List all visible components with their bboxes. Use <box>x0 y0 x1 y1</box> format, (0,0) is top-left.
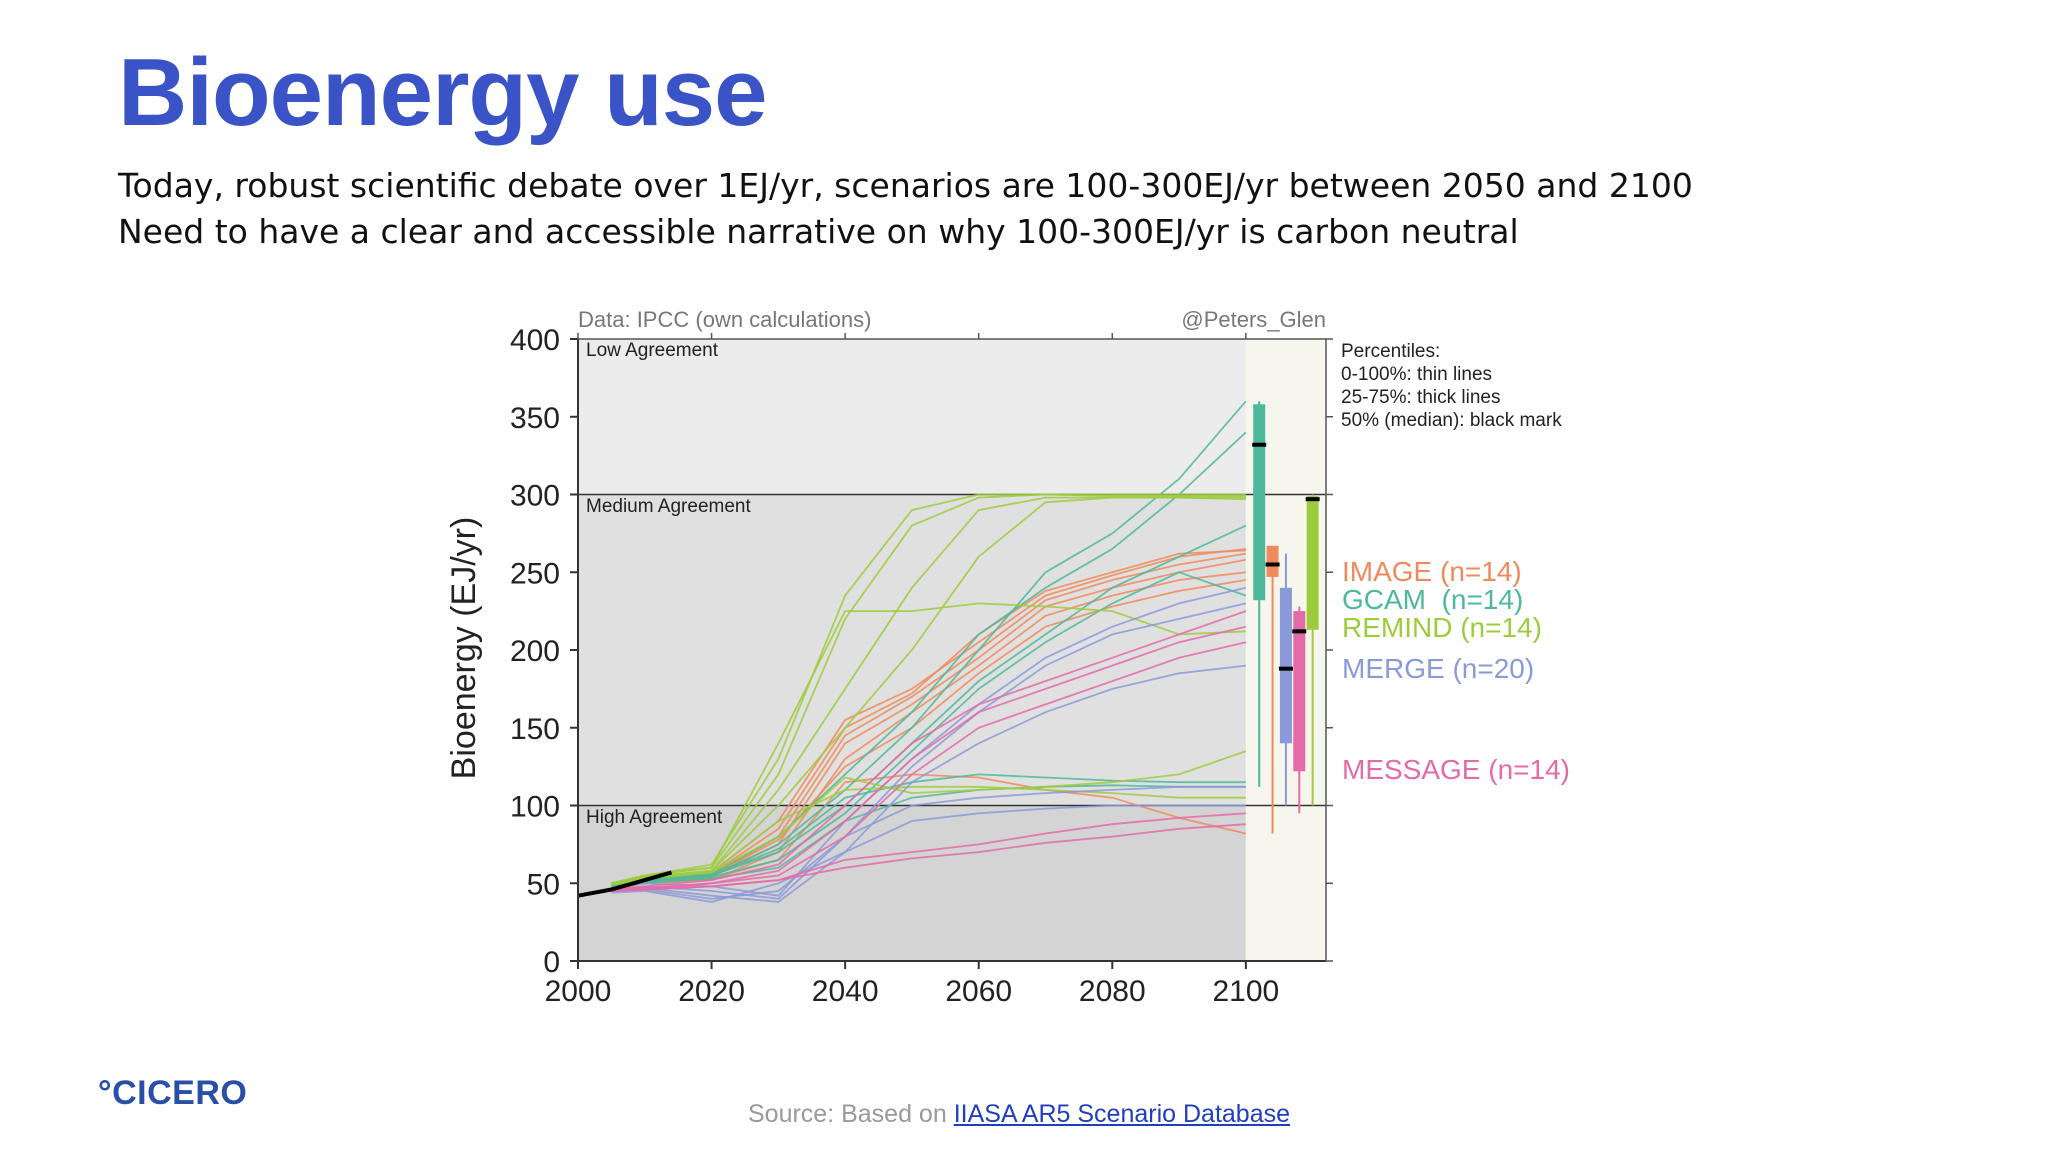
iqr-bar-image <box>1266 545 1279 577</box>
series-line-remind-19 <box>611 750 1247 886</box>
x-tick-label-2040: 2040 <box>812 975 879 1008</box>
legend-image: IMAGE (n=14) <box>1342 556 1522 587</box>
source-note: Source: Based on IIASA AR5 Scenario Data… <box>748 1100 1290 1129</box>
series-line-gcam-8 <box>611 431 1247 888</box>
series-line-message-29 <box>611 823 1246 892</box>
series-line-remind-16 <box>611 496 1246 886</box>
x-tick-label-2000: 2000 <box>545 975 612 1008</box>
iqr-bar-remind <box>1306 496 1319 630</box>
slide-title: Bioenergy use <box>118 39 768 146</box>
series-line-merge-24 <box>611 804 1246 903</box>
band-label-low: Low Agreement <box>586 340 719 361</box>
axes: 0 50 100 150 200 250 300 350 400 2000 2020 2040 2060… <box>510 324 1333 1008</box>
series-line-merge-22 <box>611 664 1247 903</box>
legend-remind: REMIND (n=14) <box>1342 612 1542 643</box>
credit-note: @Peters_Glen <box>1181 307 1326 332</box>
y-tick-label-300: 300 <box>510 480 560 513</box>
data-note: Data: IPCC (own calculations) <box>578 307 871 332</box>
series-line-gcam-12 <box>611 784 1246 889</box>
x-tick-label-2100: 2100 <box>1212 975 1279 1008</box>
source-link[interactable]: IIASA AR5 Scenario Database <box>953 1100 1291 1128</box>
percentile-note-3: 50% (median): black mark <box>1341 410 1562 431</box>
y-tick-label-250: 250 <box>510 557 560 590</box>
percentile-note-0: Percentiles: <box>1341 341 1440 362</box>
series-line-merge-23 <box>611 785 1246 900</box>
y-axis-label: Bioenergy (EJ/yr) <box>445 517 483 780</box>
y-tick-label-50: 50 <box>527 868 560 901</box>
agreement-band-0 <box>578 339 1246 495</box>
legend-gcam: GCAM (n=14) <box>1342 584 1523 615</box>
agreement-band-2 <box>578 805 1246 961</box>
model-percentile-bars <box>1252 401 1320 834</box>
x-tick-label-2020: 2020 <box>678 975 745 1008</box>
series-line-message-27 <box>611 641 1247 892</box>
percentile-note-1: 0-100%: thin lines <box>1341 364 1492 385</box>
series-lines <box>611 400 1247 903</box>
y-tick-label-150: 150 <box>510 713 560 746</box>
y-tick-label-400: 400 <box>510 324 560 357</box>
y-tick-label-0: 0 <box>543 946 560 979</box>
legend-merge: MERGE (n=20) <box>1342 653 1534 684</box>
source-prefix: Source: Based on <box>748 1100 947 1128</box>
series-line-message-25 <box>611 610 1247 891</box>
historical-line <box>577 870 673 898</box>
iqr-bar-message <box>1293 611 1306 772</box>
legend-message: MESSAGE (n=14) <box>1342 754 1570 785</box>
band-label-high: High Agreement <box>586 807 723 828</box>
x-tick-label-2060: 2060 <box>945 975 1012 1008</box>
series-line-remind-14 <box>611 493 1246 885</box>
y-tick-label-350: 350 <box>510 402 560 435</box>
y-tick-label-200: 200 <box>510 635 560 668</box>
cicero-logo: °CICERO <box>98 1074 248 1112</box>
y-tick-label-100: 100 <box>510 791 560 824</box>
iqr-bar-merge <box>1279 587 1292 744</box>
band-label-medium: Medium Agreement <box>586 496 751 517</box>
iqr-bar-gcam <box>1253 404 1266 601</box>
bioenergy-chart: 0 50 100 150 200 250 300 350 400 2000 2020 2040 2060… <box>445 307 1570 1008</box>
subtitle-line-1: Today, robust scientific debate over 1EJ… <box>118 166 1693 205</box>
subtitle-line-2: Need to have a clear and accessible narr… <box>118 212 1519 251</box>
chart-labels: Bioenergy (EJ/yr) Data: IPCC (own calcul… <box>445 307 1570 828</box>
series-line-merge-21 <box>611 602 1247 900</box>
x-tick-label-2080: 2080 <box>1079 975 1146 1008</box>
series-line-gcam-10 <box>611 571 1247 889</box>
historical-line <box>577 870 673 898</box>
percentile-note-2: 25-75%: thick lines <box>1341 387 1500 408</box>
